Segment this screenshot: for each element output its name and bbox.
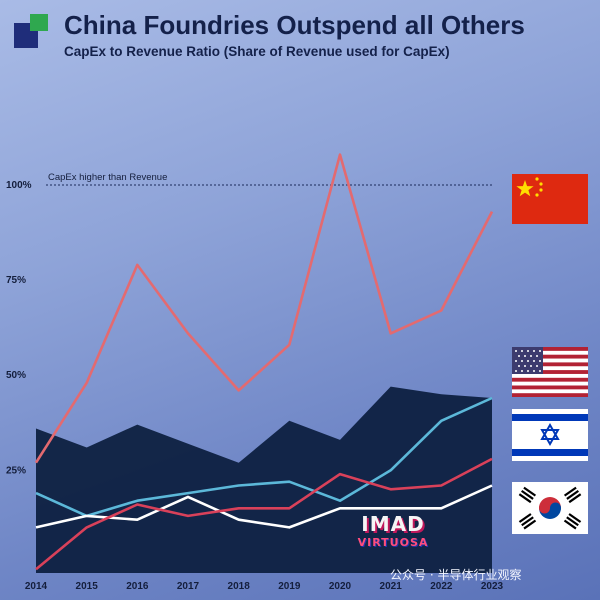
series-line-israel-2 bbox=[35, 396, 493, 518]
x-tick-2018: 2018 bbox=[228, 581, 251, 592]
x-tick-2023: 2023 bbox=[481, 581, 504, 592]
chart-subtitle: CapEx to Revenue Ratio (Share of Revenue… bbox=[64, 44, 450, 59]
x-tick-2017: 2017 bbox=[177, 581, 200, 592]
usa-flag bbox=[512, 347, 588, 402]
israel-flag bbox=[512, 409, 588, 466]
china-flag bbox=[512, 174, 588, 229]
series-line-unlabeled-4 bbox=[35, 457, 493, 571]
x-tick-2016: 2016 bbox=[126, 581, 149, 592]
imad-stamp: IMAD VIRTUOSA bbox=[352, 512, 434, 576]
stamp-line-1: IMAD bbox=[361, 512, 425, 536]
reference-line-label: CapEx higher than Revenue bbox=[48, 172, 167, 183]
south-korea-flag bbox=[512, 482, 588, 539]
y-tick-75pct: 75% bbox=[6, 275, 26, 286]
x-tick-2019: 2019 bbox=[278, 581, 301, 592]
series-line-china-1 bbox=[34, 153, 494, 464]
brand-logo bbox=[14, 14, 48, 48]
chart-title: China Foundries Outspend all Others bbox=[64, 10, 525, 40]
series-area-united-states bbox=[36, 386, 492, 573]
x-tick-2014: 2014 bbox=[25, 581, 48, 592]
x-tick-2020: 2020 bbox=[329, 581, 352, 592]
series-line-south-korea-3 bbox=[35, 484, 493, 529]
x-tick-2021: 2021 bbox=[380, 581, 403, 592]
wechat-watermark: 公众号 · 半导体行业观察 bbox=[390, 568, 522, 582]
stamp-line-2: VIRTUOSA bbox=[357, 536, 429, 549]
y-tick-25pct: 25% bbox=[6, 465, 26, 476]
x-tick-2022: 2022 bbox=[430, 581, 453, 592]
y-tick-100pct: 100% bbox=[6, 180, 32, 191]
x-tick-2015: 2015 bbox=[76, 581, 99, 592]
y-tick-50pct: 50% bbox=[6, 370, 26, 381]
